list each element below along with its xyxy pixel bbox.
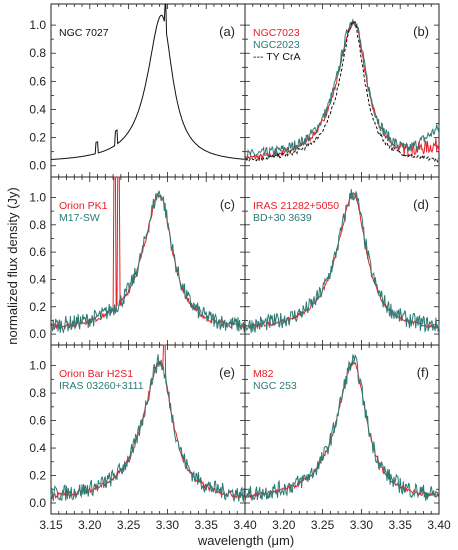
y-tick-label: 0.4 xyxy=(29,441,46,455)
y-tick-label: 0.8 xyxy=(29,386,46,400)
x-tick-label: 3.30 xyxy=(156,518,180,532)
legend-entry: Orion PK1 xyxy=(59,200,108,212)
x-tick-label: 3.35 xyxy=(195,518,219,532)
series-line xyxy=(244,18,440,162)
y-tick-label: 0.6 xyxy=(29,74,46,88)
x-tick-label: 3.30 xyxy=(350,518,374,532)
panel-label: (a) xyxy=(219,24,235,39)
y-tick-label: 1.0 xyxy=(29,359,46,373)
y-tick-label: 0.8 xyxy=(29,46,46,60)
x-tick-label: 3.25 xyxy=(117,518,141,532)
y-tick-label: 1.0 xyxy=(29,18,46,32)
y-tick-label: 0.6 xyxy=(29,245,46,259)
legend-entry: --- TY CrA xyxy=(253,51,300,63)
y-tick-label: 0.4 xyxy=(29,102,46,116)
panel-label: (e) xyxy=(219,365,235,380)
panel-label: (d) xyxy=(413,197,429,212)
panel-label: (c) xyxy=(220,197,235,212)
panel-label: (f) xyxy=(417,365,429,380)
x-tick-label: 3.40 xyxy=(233,518,257,532)
y-axis-label: normalized flux density (Jy) xyxy=(5,187,20,345)
y-tick-label: 0.2 xyxy=(29,131,46,145)
y-tick-label: 0.0 xyxy=(29,496,46,510)
y-tick-label: 0.4 xyxy=(29,272,46,286)
panel-label: (b) xyxy=(413,24,429,39)
series-line xyxy=(50,190,246,335)
legend-entry: M17-SW xyxy=(59,212,100,224)
series-line xyxy=(244,189,440,333)
legend-entry: BD+30 3639 xyxy=(253,212,312,224)
y-tick-label: 0.0 xyxy=(29,327,46,341)
legend-entry: NGC 253 xyxy=(253,380,297,392)
x-tick-label: 3.20 xyxy=(78,518,102,532)
legend-entry: M82 xyxy=(253,368,274,380)
x-tick-label: 3.20 xyxy=(272,518,296,532)
x-tick-label: 3.25 xyxy=(311,518,335,532)
series-line xyxy=(50,354,246,503)
y-tick-label: 0.2 xyxy=(29,300,46,314)
x-tick-label: 3.40 xyxy=(427,518,451,532)
legend-entry: Orion Bar H2S1 xyxy=(59,368,133,380)
series-line xyxy=(244,19,440,164)
y-tick-label: 0.8 xyxy=(29,218,46,232)
y-tick-label: 0.6 xyxy=(29,414,46,428)
legend-entry: IRAS 03260+3111 xyxy=(59,380,144,392)
legend-entry: NGC7023 xyxy=(253,27,300,39)
legend-entry: IRAS 21282+5050 xyxy=(253,200,339,212)
legend-entry: NGC 7027 xyxy=(59,27,109,39)
x-tick-label: 3.15 xyxy=(39,518,63,532)
series-line xyxy=(50,3,245,160)
panel-frame xyxy=(244,344,440,515)
y-tick-label: 0.2 xyxy=(29,469,46,483)
x-tick-label: 3.35 xyxy=(389,518,413,532)
legend-entry: NGC2023 xyxy=(253,39,300,51)
y-tick-label: 0.0 xyxy=(29,159,46,173)
series-line xyxy=(244,354,440,502)
y-tick-label: 1.0 xyxy=(29,190,46,204)
x-axis-label: wavelength (μm) xyxy=(197,533,294,548)
